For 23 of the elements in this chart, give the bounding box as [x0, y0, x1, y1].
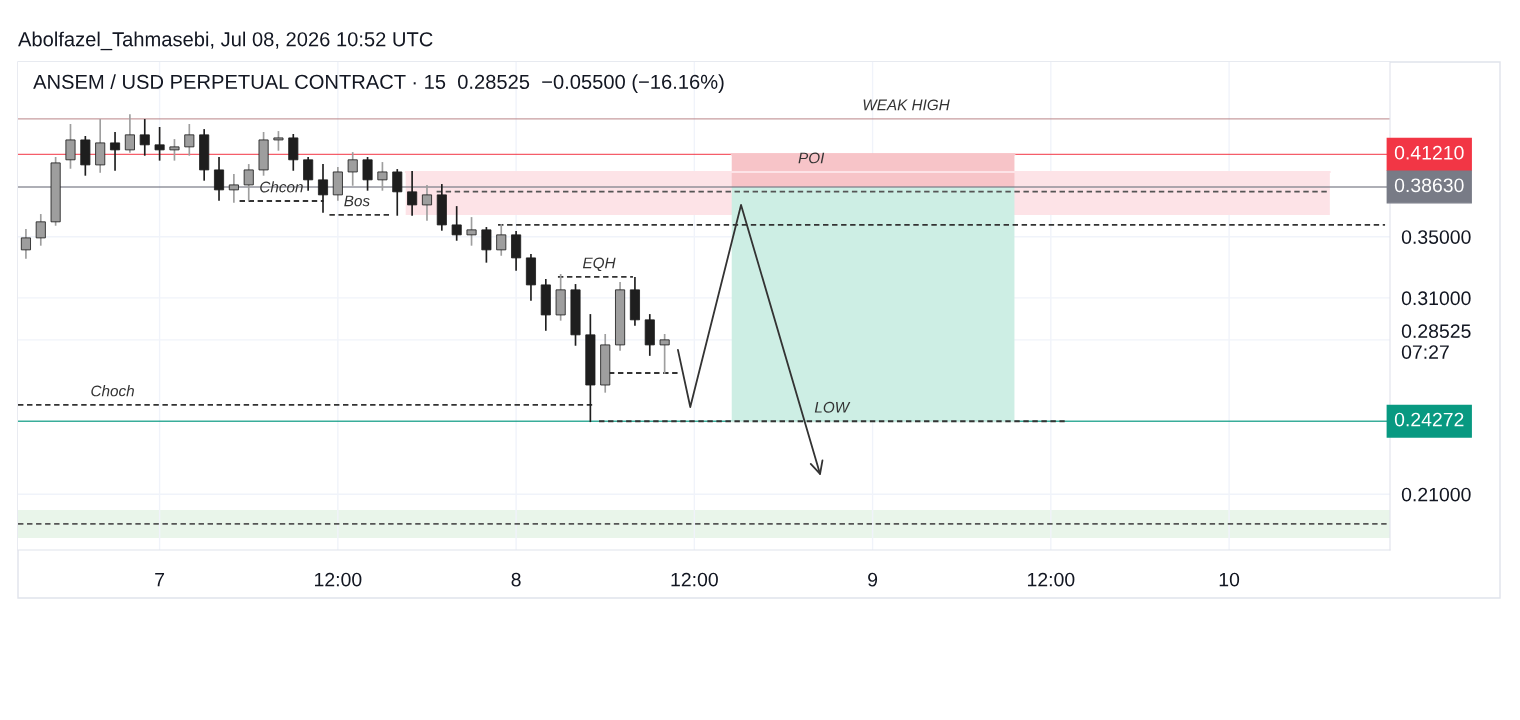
x-tick-label: 8	[511, 572, 521, 587]
x-tick-label: 12:00	[1027, 572, 1075, 587]
x-tick-label: 7	[155, 572, 165, 587]
annotation: Choch	[91, 385, 134, 397]
x-tick-label: 12:00	[315, 572, 362, 587]
x-tick-label: 9	[868, 572, 878, 587]
y-tick-label: 0.35000	[1401, 230, 1471, 244]
text: ANSEM / USD PERPETUAL CONTRACT · 15 0.28525 −0.05500 (−16.16%)	[33, 74, 724, 93]
chart-subtitle: Abolfazel_Tahmasebi, Jul 08, 2026 10:52 UTC	[18, 31, 433, 51]
annotation: EQH	[582, 257, 616, 272]
ref-line-label: 0.41210	[1394, 145, 1464, 160]
ref-line-label: 0.24272	[1394, 412, 1464, 427]
annotation: WEAK HIGH	[863, 99, 950, 111]
annotation: POI	[798, 152, 825, 164]
annotation: Bos	[344, 195, 370, 207]
x-tick-label: 10	[1219, 572, 1240, 587]
annotation: LOW	[814, 401, 851, 413]
annotation: Chcon	[260, 181, 303, 193]
x-tick-label: 12:00	[671, 572, 718, 587]
y-tick-label: 0.21000	[1401, 487, 1471, 502]
y-tick-label: 0.31000	[1401, 291, 1471, 306]
ref-line-label: 0.38630	[1394, 178, 1464, 193]
y-tick-label: 0.28525 07:27	[1401, 324, 1471, 359]
